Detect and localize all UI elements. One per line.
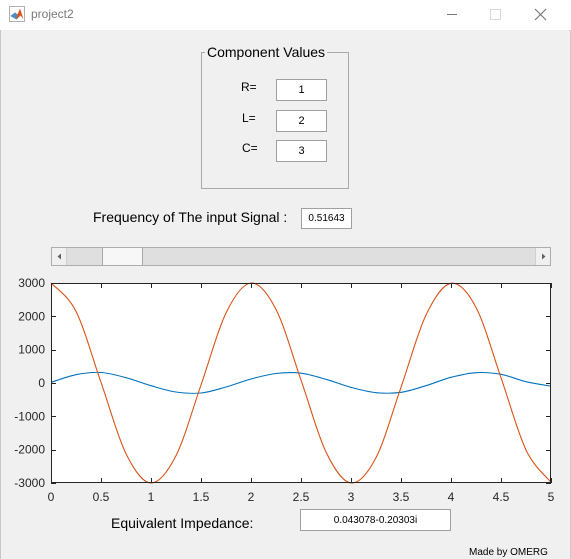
maximize-icon bbox=[490, 9, 501, 20]
impedance-output bbox=[300, 509, 451, 531]
minimize-icon bbox=[447, 14, 457, 15]
x-tick-label: 3.5 bbox=[393, 490, 410, 504]
maximize-button[interactable] bbox=[473, 0, 518, 30]
c-label: C= bbox=[242, 141, 258, 155]
y-tick-label: 2000 bbox=[18, 309, 45, 323]
y-tick-label: 1000 bbox=[18, 343, 45, 357]
slider-right-arrow[interactable] bbox=[535, 248, 550, 265]
series-line-1 bbox=[51, 372, 551, 393]
minimize-button[interactable] bbox=[429, 0, 474, 30]
x-tick-label: 3 bbox=[348, 490, 355, 504]
slider-left-arrow[interactable] bbox=[52, 248, 67, 265]
arrow-left-icon bbox=[57, 253, 61, 260]
l-label: L= bbox=[242, 111, 256, 125]
frequency-slider[interactable] bbox=[51, 247, 551, 266]
x-tick-label: 1.5 bbox=[193, 490, 210, 504]
close-icon bbox=[534, 8, 547, 21]
x-tick-label: 2.5 bbox=[293, 490, 310, 504]
window-title: project2 bbox=[31, 7, 74, 21]
frequency-label: Frequency of The input Signal : bbox=[93, 209, 288, 225]
title-bar[interactable]: project2 bbox=[0, 0, 571, 30]
x-tick-label: 2 bbox=[248, 490, 255, 504]
arrow-right-icon bbox=[542, 253, 546, 260]
impedance-label: Equivalent Impedance: bbox=[111, 515, 254, 531]
plot-area bbox=[51, 283, 551, 483]
x-tick-label: 0.5 bbox=[93, 490, 110, 504]
c-input[interactable] bbox=[276, 140, 327, 162]
x-tick-label: 1 bbox=[148, 490, 155, 504]
y-tick-label: -3000 bbox=[14, 476, 45, 490]
l-input[interactable] bbox=[276, 110, 327, 132]
frequency-input[interactable] bbox=[301, 208, 352, 229]
x-tick-label: 0 bbox=[48, 490, 55, 504]
y-tick-label: 0 bbox=[38, 376, 45, 390]
slider-thumb[interactable] bbox=[101, 248, 143, 265]
x-tick-label: 4.5 bbox=[493, 490, 510, 504]
x-tick-label: 5 bbox=[548, 490, 555, 504]
r-label: R= bbox=[241, 80, 257, 94]
y-tick-label: -2000 bbox=[14, 443, 45, 457]
y-tick-label: -1000 bbox=[14, 409, 45, 423]
r-input[interactable] bbox=[276, 79, 327, 101]
x-tick-label: 4 bbox=[448, 490, 455, 504]
matlab-icon bbox=[9, 6, 25, 22]
close-button[interactable] bbox=[517, 0, 562, 30]
credit-text: Made by OMERG bbox=[469, 547, 548, 558]
component-values-title: Component Values bbox=[205, 44, 328, 60]
y-tick-label: 3000 bbox=[18, 276, 45, 290]
window-edge-left bbox=[0, 30, 1, 559]
series-line-2 bbox=[51, 283, 551, 483]
